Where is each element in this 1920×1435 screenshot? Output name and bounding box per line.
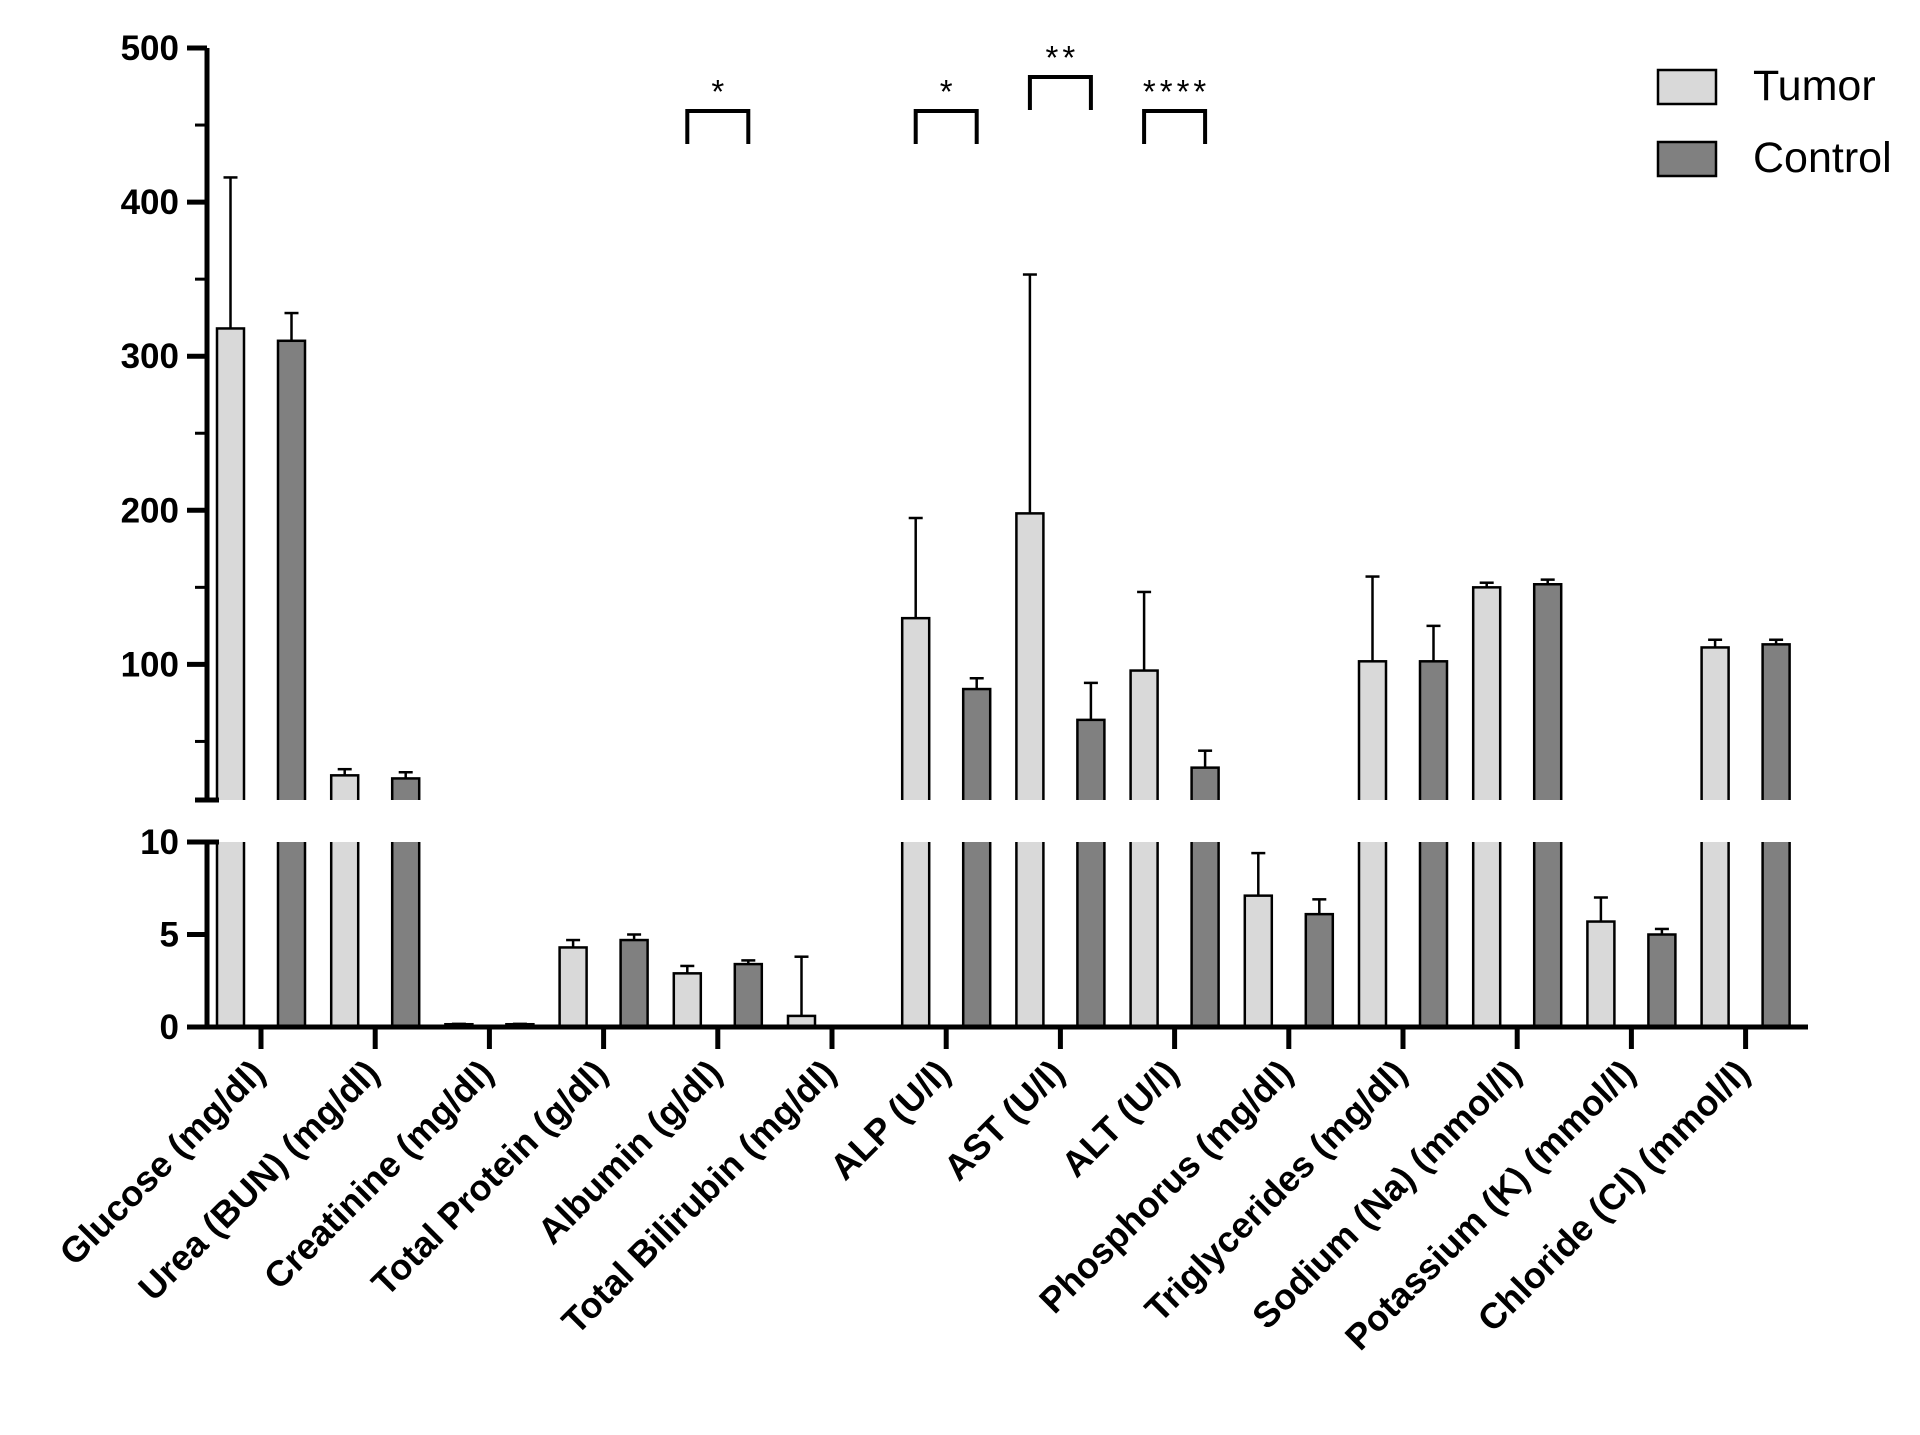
y-tick-label: 5 [160, 916, 179, 955]
y-tick-label: 10 [140, 823, 179, 862]
bar-break-gap [1417, 800, 1450, 842]
significance-bracket [685, 109, 751, 144]
bar-tumor-7 [1015, 512, 1045, 1029]
bar-break-gap [1531, 800, 1565, 842]
bar-tumor-0 [215, 327, 246, 1029]
legend-swatch-tumor [1656, 68, 1718, 106]
y-tick-label: 0 [160, 1008, 179, 1047]
bar-control-6 [961, 687, 992, 1029]
bar-tumor-12 [1586, 920, 1616, 1029]
significance-bracket [913, 109, 979, 144]
significance-layer: * ******* [685, 39, 1210, 144]
bar-control-7 [1076, 718, 1106, 1029]
bar-break-gap [275, 800, 308, 842]
legend-swatch-control [1656, 140, 1718, 178]
y-tick-label: 400 [121, 183, 179, 222]
bar-break-gap [1698, 800, 1732, 842]
bar-control-9 [1304, 912, 1335, 1029]
bar-control-10 [1418, 660, 1449, 1029]
y-tick-label: 300 [121, 337, 179, 376]
bar-break-gap [1074, 800, 1108, 842]
bar-break-gap [214, 800, 247, 842]
significance-label: * [711, 73, 728, 110]
bar-tumor-3 [558, 946, 588, 1029]
y-tick-label: 100 [121, 645, 179, 684]
x-tick-label: AST (U/l) [936, 1052, 1072, 1188]
bar-break-gap [1127, 800, 1161, 842]
bar-break-gap [1470, 800, 1504, 842]
bar-control-0 [276, 339, 307, 1029]
bar-break-gap [960, 800, 994, 842]
significance-bracket [1027, 75, 1093, 110]
bars-layer [214, 176, 1793, 1029]
bar-tumor-4 [672, 972, 703, 1029]
bar-break-gap [899, 800, 933, 842]
bar-break-gap [328, 800, 362, 842]
bar-tumor-8 [1129, 669, 1159, 1029]
legend-label-control: Control [1753, 134, 1892, 182]
significance-bracket [1142, 109, 1208, 144]
bar-control-3 [619, 938, 649, 1029]
significance-label: * [940, 73, 957, 110]
x-tick-label: Glucose (mg/dl) [51, 1052, 272, 1273]
bar-break-gap [1356, 800, 1389, 842]
x-tick-label: ALP (U/l) [822, 1052, 958, 1188]
y-tick-label: 200 [121, 491, 179, 530]
bar-break-gap [1013, 800, 1047, 842]
bar-tumor-9 [1243, 894, 1274, 1029]
bar-break-gap [1188, 800, 1222, 842]
bar-break-gap [1759, 800, 1793, 842]
legend: Tumor Control [1656, 62, 1892, 182]
bar-control-4 [733, 962, 764, 1029]
significance-label: ** [1046, 39, 1080, 76]
legend-label-tumor: Tumor [1753, 62, 1876, 110]
bar-break-gap [389, 800, 423, 842]
y-tick-label: 500 [121, 29, 179, 68]
significance-label: **** [1143, 73, 1210, 110]
bar-control-12 [1647, 933, 1677, 1029]
bar-tumor-10 [1357, 660, 1388, 1029]
